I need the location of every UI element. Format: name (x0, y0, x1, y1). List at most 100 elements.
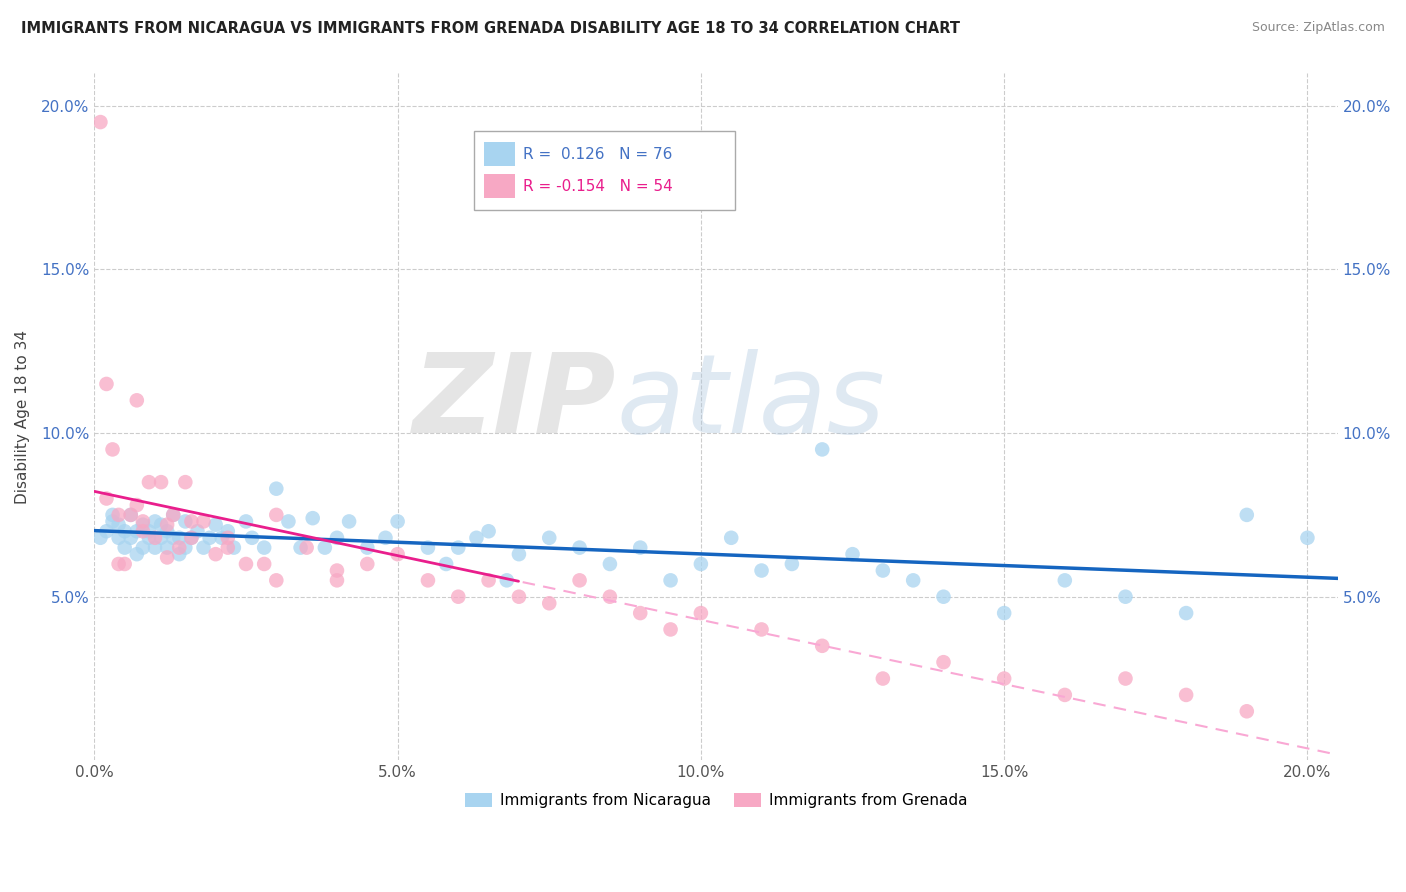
Text: R =  0.126   N = 76: R = 0.126 N = 76 (523, 146, 672, 161)
Point (235, 515, 257, 529)
Point (811, 442, 834, 457)
Point (1236, 704, 1258, 718)
Point (1053, 688, 1076, 702)
Point (932, 655, 955, 669)
Point (193, 515, 215, 529)
Point (240, 531, 263, 545)
Point (478, 574, 501, 588)
Point (167, 547, 190, 561)
Point (447, 541, 470, 555)
Point (416, 541, 439, 555)
Point (780, 557, 803, 571)
Point (174, 541, 197, 555)
Point (751, 623, 773, 637)
Point (872, 564, 894, 578)
Point (993, 672, 1015, 686)
Point (1175, 688, 1198, 702)
Point (266, 482, 288, 496)
Point (204, 547, 226, 561)
Text: R = -0.154   N = 54: R = -0.154 N = 54 (523, 179, 673, 194)
FancyBboxPatch shape (484, 142, 515, 166)
Point (125, 524, 148, 539)
Text: atlas: atlas (617, 350, 886, 457)
Point (114, 524, 136, 539)
Point (132, 524, 155, 539)
FancyBboxPatch shape (474, 131, 735, 211)
Point (107, 508, 129, 522)
Text: IMMIGRANTS FROM NICARAGUA VS IMMIGRANTS FROM GRENADA DISABILITY AGE 18 TO 34 COR: IMMIGRANTS FROM NICARAGUA VS IMMIGRANTS … (21, 21, 960, 36)
Point (495, 574, 517, 588)
Point (387, 547, 409, 561)
Point (132, 517, 155, 532)
Point (162, 508, 184, 522)
Point (114, 541, 136, 555)
Point (107, 557, 129, 571)
Point (1296, 531, 1319, 545)
Point (301, 511, 323, 525)
Point (599, 557, 621, 571)
Point (266, 574, 288, 588)
Point (993, 606, 1015, 620)
Point (143, 515, 166, 529)
Point (538, 531, 561, 545)
Point (447, 590, 470, 604)
Point (138, 531, 160, 545)
Point (659, 574, 682, 588)
Point (174, 475, 197, 490)
Point (538, 596, 561, 610)
Point (314, 541, 336, 555)
Point (1175, 606, 1198, 620)
Point (180, 531, 202, 545)
Point (138, 524, 160, 539)
Text: Source: ZipAtlas.com: Source: ZipAtlas.com (1251, 21, 1385, 34)
Point (932, 590, 955, 604)
Point (266, 508, 288, 522)
Point (150, 531, 173, 545)
Point (143, 531, 166, 545)
Point (508, 590, 530, 604)
Point (89, 115, 111, 129)
Point (253, 541, 276, 555)
Point (138, 475, 160, 490)
Point (901, 574, 924, 588)
Point (174, 515, 197, 529)
Point (162, 531, 184, 545)
Point (107, 531, 129, 545)
Point (508, 547, 530, 561)
Point (143, 541, 166, 555)
Point (599, 590, 621, 604)
Point (290, 541, 312, 555)
Point (628, 541, 651, 555)
Point (156, 541, 179, 555)
Point (568, 574, 591, 588)
Point (628, 606, 651, 620)
Point (751, 564, 773, 578)
Point (120, 531, 142, 545)
Point (120, 508, 142, 522)
Point (217, 541, 239, 555)
Point (387, 515, 409, 529)
Point (193, 541, 215, 555)
Point (720, 531, 742, 545)
Point (180, 531, 202, 545)
Point (434, 557, 457, 571)
Text: ZIP: ZIP (413, 350, 617, 457)
Point (295, 541, 318, 555)
Point (690, 557, 713, 571)
Point (132, 515, 155, 529)
Point (337, 515, 360, 529)
Point (659, 623, 682, 637)
Point (872, 672, 894, 686)
Legend: Immigrants from Nicaragua, Immigrants from Grenada: Immigrants from Nicaragua, Immigrants fr… (458, 788, 973, 814)
Point (150, 517, 173, 532)
Point (186, 524, 208, 539)
Point (811, 639, 834, 653)
Point (1053, 574, 1076, 588)
Point (132, 541, 155, 555)
Point (326, 531, 349, 545)
Point (125, 547, 148, 561)
Point (198, 531, 221, 545)
Point (235, 557, 257, 571)
Point (326, 574, 349, 588)
Point (1114, 672, 1136, 686)
